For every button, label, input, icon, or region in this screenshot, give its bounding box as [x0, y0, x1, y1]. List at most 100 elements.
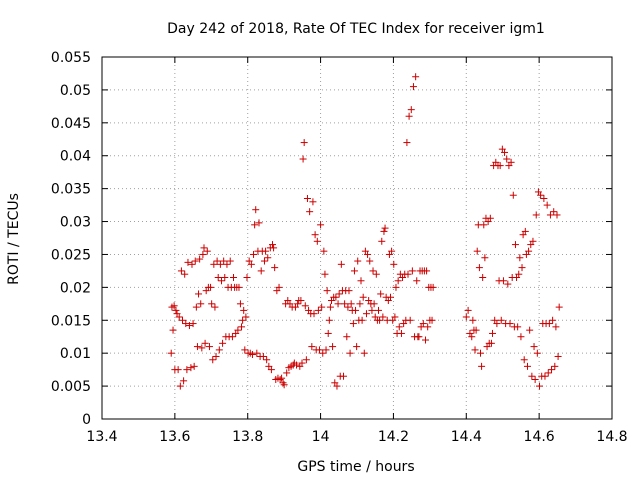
y-tick-label: 0.05	[60, 83, 91, 99]
data-point	[309, 198, 317, 206]
data-point	[238, 323, 246, 331]
data-point	[329, 343, 337, 351]
data-point	[193, 343, 201, 351]
data-point	[544, 369, 552, 377]
data-point	[346, 349, 354, 357]
data-point	[215, 346, 223, 354]
data-point	[509, 191, 517, 199]
data-point	[172, 306, 180, 314]
data-point	[299, 155, 307, 163]
data-point	[530, 343, 538, 351]
data-point	[181, 270, 189, 278]
data-point	[306, 208, 314, 216]
data-point	[462, 313, 470, 321]
data-point	[212, 352, 220, 360]
data-point	[364, 250, 372, 258]
data-point	[372, 270, 380, 278]
data-point	[368, 306, 376, 314]
data-point	[280, 381, 288, 389]
data-point	[380, 227, 388, 235]
y-axis-label: ROTI / TECUs	[6, 193, 22, 285]
data-point	[241, 346, 249, 354]
data-point	[213, 257, 221, 265]
data-point	[358, 316, 366, 324]
data-point	[423, 267, 431, 275]
data-point	[543, 201, 551, 209]
data-point	[503, 155, 511, 163]
y-tick-label: 0	[82, 412, 91, 428]
data-point	[390, 260, 398, 268]
data-point	[170, 302, 178, 310]
data-point	[343, 333, 351, 341]
data-point	[228, 333, 236, 341]
data-point	[374, 306, 382, 314]
data-point	[409, 83, 417, 91]
data-point	[276, 376, 284, 384]
x-tick-label: 14.8	[596, 429, 627, 445]
data-point	[548, 366, 556, 374]
data-point	[242, 313, 250, 321]
data-point	[250, 250, 258, 258]
data-point	[487, 339, 495, 347]
data-point	[205, 343, 213, 351]
data-point	[275, 283, 283, 291]
data-point	[525, 247, 533, 255]
data-point	[354, 257, 362, 265]
data-point	[293, 361, 301, 369]
data-point	[175, 313, 183, 321]
data-point	[403, 139, 411, 147]
x-tick-labels: 13.4 13.6 13.8 14 14.2 14.4 14.6 14.8	[86, 429, 627, 445]
axis-ticks	[101, 56, 613, 420]
data-point	[478, 362, 486, 370]
data-point	[516, 254, 524, 262]
data-point	[302, 356, 310, 364]
data-point	[310, 310, 318, 318]
data-point	[501, 148, 509, 156]
x-tick-label: 13.4	[86, 429, 117, 445]
data-point	[322, 346, 330, 354]
data-point	[196, 255, 204, 263]
data-point	[335, 290, 343, 298]
data-point	[549, 316, 557, 324]
data-point	[334, 300, 342, 308]
data-points	[167, 73, 563, 390]
data-point	[325, 316, 333, 324]
y-tick-label: 0.03	[60, 215, 91, 231]
data-point	[324, 329, 332, 337]
data-point	[528, 372, 536, 380]
data-point	[333, 382, 341, 390]
data-point	[424, 323, 432, 331]
data-point	[251, 221, 259, 229]
data-point	[428, 316, 436, 324]
y-tick-label: 0.04	[60, 149, 91, 165]
data-point	[554, 352, 562, 360]
data-point	[489, 329, 497, 337]
data-point	[357, 277, 365, 285]
data-point	[318, 303, 326, 311]
data-point	[381, 224, 389, 232]
data-point	[347, 300, 355, 308]
data-point	[341, 300, 349, 308]
y-tick-label: 0.025	[51, 247, 91, 263]
data-point	[421, 336, 429, 344]
data-point	[177, 267, 185, 275]
data-point	[540, 195, 548, 203]
data-point	[189, 320, 197, 328]
data-point	[526, 326, 534, 334]
data-point	[320, 247, 328, 255]
data-point	[391, 313, 399, 321]
data-point	[259, 352, 267, 360]
data-point	[314, 306, 322, 314]
data-point	[185, 322, 193, 330]
data-point	[388, 247, 396, 255]
data-point	[298, 359, 306, 367]
data-point	[191, 257, 199, 265]
x-tick-label: 14.2	[378, 429, 409, 445]
data-point	[255, 219, 263, 227]
data-point	[248, 350, 256, 358]
data-point	[471, 346, 479, 354]
data-point	[243, 273, 251, 281]
data-point	[379, 313, 387, 321]
data-point	[507, 158, 515, 166]
